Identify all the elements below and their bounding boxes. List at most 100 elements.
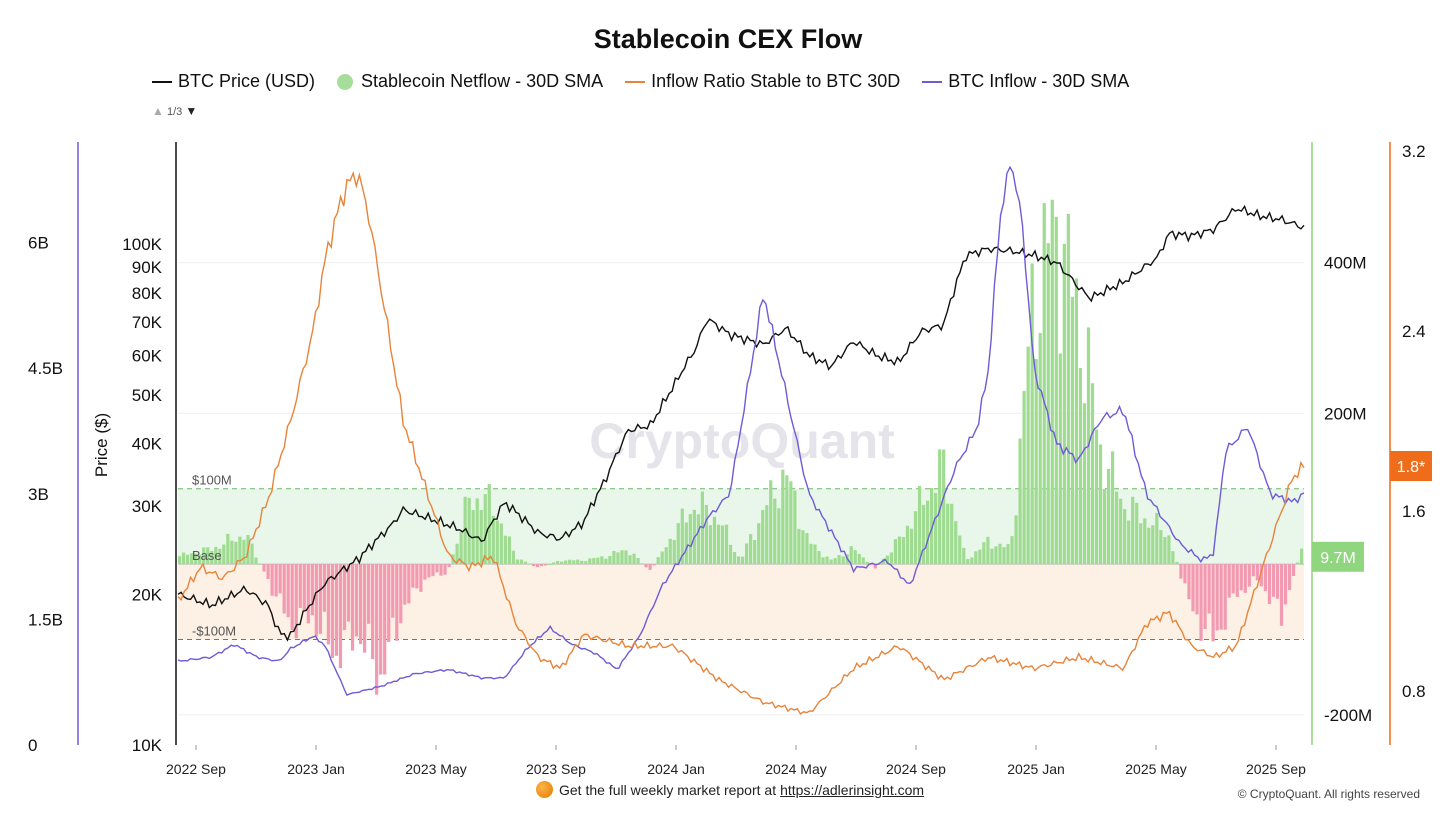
netflow-bar-273 <box>1275 564 1280 599</box>
netflow-bar-55 <box>399 564 403 624</box>
netflow-bar-202 <box>990 548 994 565</box>
netflow-bar-236 <box>1127 520 1131 565</box>
netflow-bar-135 <box>720 525 725 565</box>
pager-down-icon[interactable]: ▼ <box>185 104 198 118</box>
netflow-bar-219 <box>1058 353 1062 565</box>
netflow-bar-151 <box>785 475 789 565</box>
footer: Get the full weekly market report at htt… <box>536 781 924 798</box>
netflow-bar-211 <box>1026 346 1030 565</box>
netflow-bar-99 <box>576 559 580 565</box>
netflow-bar-21 <box>262 564 266 572</box>
ratio-tick-1: 2.4 <box>1402 322 1426 341</box>
netflow-bar-98 <box>572 560 576 565</box>
netflow-bar-47 <box>367 564 371 624</box>
netflow-bar-14 <box>234 541 238 565</box>
ratio-last-tag: 1.8* <box>1397 459 1425 476</box>
ratio-tick-3: 0.8 <box>1402 682 1426 701</box>
netflow-bar-41 <box>342 564 347 631</box>
netflow-bar-51 <box>383 564 387 675</box>
netflow-bar-161 <box>825 556 829 565</box>
netflow-bar-31 <box>302 564 306 611</box>
netflow-bar-205 <box>1002 547 1006 565</box>
netflow-bar-116 <box>644 564 648 568</box>
netflow-bar-58 <box>411 564 415 588</box>
netflow-bar-143 <box>753 540 757 565</box>
netflow-tick-0: 400M <box>1324 254 1367 273</box>
netflow-bar-54 <box>395 564 399 641</box>
netflow-bar-206 <box>1006 544 1010 565</box>
netflow-bar-4 <box>194 553 198 565</box>
x-tick-4: 2024 Jan <box>647 761 705 777</box>
netflow-bar-227 <box>1090 383 1095 565</box>
netflow-bar-82 <box>507 536 511 565</box>
netflow-bar-277 <box>1291 564 1296 576</box>
footer-text: Get the full weekly market report at <box>559 781 777 798</box>
netflow-bar-104 <box>596 557 600 565</box>
legend-item-btc-price[interactable]: BTC Price (USD) <box>152 71 315 92</box>
netflow-bar-5 <box>198 554 202 565</box>
netflow-bar-7 <box>206 547 210 565</box>
netflow-bar-264 <box>1239 564 1243 591</box>
netflow-bar-251 <box>1187 564 1191 600</box>
netflow-bar-168 <box>853 550 857 565</box>
netflow-bar-268 <box>1255 564 1259 581</box>
netflow-bar-185 <box>921 505 926 565</box>
netflow-bar-213 <box>1034 359 1038 565</box>
footer-link[interactable]: https://adlerinsight.com <box>780 781 925 798</box>
price-tick-8: 20K <box>132 585 163 604</box>
netflow-bar-232 <box>1110 451 1115 565</box>
netflow-bar-46 <box>362 564 367 653</box>
legend-item-inflow-ratio[interactable]: Inflow Ratio Stable to BTC 30D <box>625 71 900 92</box>
pager-up-icon[interactable]: ▲ <box>152 104 164 118</box>
netflow-bar-131 <box>704 504 709 565</box>
price-axis-label: Price ($) <box>92 413 111 477</box>
netflow-bar-231 <box>1106 468 1111 565</box>
netflow-bar-169 <box>857 553 861 565</box>
netflow-bar-233 <box>1114 491 1119 565</box>
netflow-bar-18 <box>250 543 254 565</box>
netflow-bar-91 <box>543 564 548 566</box>
x-tick-7: 2025 Jan <box>1007 761 1065 777</box>
netflow-bar-36 <box>322 564 326 612</box>
netflow-bar-48 <box>371 564 375 660</box>
netflow-bar-35 <box>318 564 322 634</box>
netflow-bar-0 <box>178 556 182 565</box>
netflow-bar-59 <box>415 564 419 589</box>
netflow-bar-183 <box>913 511 918 565</box>
price-tick-9: 10K <box>132 736 163 755</box>
ratio-tick-2: 1.6 <box>1402 502 1426 521</box>
coin-icon <box>536 781 553 798</box>
netflow-bar-40 <box>338 564 343 669</box>
netflow-bar-105 <box>600 556 604 565</box>
netflow-bar-270 <box>1263 564 1268 592</box>
netflow-bar-245 <box>1163 537 1167 565</box>
netflow-bar-126 <box>684 522 688 565</box>
inflow-tick-0: 6B <box>28 234 49 253</box>
netflow-bar-237 <box>1131 496 1135 565</box>
netflow-bar-274 <box>1279 564 1284 626</box>
netflow-bar-253 <box>1195 564 1199 615</box>
netflow-bar-180 <box>901 536 906 565</box>
netflow-bar-158 <box>813 544 817 565</box>
netflow-bar-238 <box>1135 502 1139 565</box>
netflow-bar-134 <box>716 524 721 565</box>
netflow-bar-39 <box>334 564 339 656</box>
netflow-bar-223 <box>1074 278 1078 565</box>
netflow-bar-72 <box>467 497 471 565</box>
netflow-bar-275 <box>1283 564 1288 605</box>
legend-swatch-stablecoin-netflow <box>337 73 354 90</box>
netflow-bar-279 <box>1299 548 1304 565</box>
netflow-bar-248 <box>1175 561 1179 565</box>
netflow-tick-2: -200M <box>1324 706 1372 725</box>
netflow-bar-75 <box>479 509 483 565</box>
netflow-bar-262 <box>1231 564 1235 594</box>
legend-item-stablecoin-netflow[interactable]: Stablecoin Netflow - 30D SMA <box>337 71 603 92</box>
netflow-bar-87 <box>527 563 532 565</box>
ratio-last-tag-bg <box>1390 451 1432 481</box>
netflow-bar-259 <box>1219 564 1223 630</box>
netflow-bar-53 <box>391 564 395 618</box>
netflow-bar-234 <box>1119 498 1123 565</box>
legend-item-btc-inflow[interactable]: BTC Inflow - 30D SMA <box>922 71 1129 92</box>
netflow-bar-45 <box>358 564 363 645</box>
netflow-bar-189 <box>938 449 942 565</box>
